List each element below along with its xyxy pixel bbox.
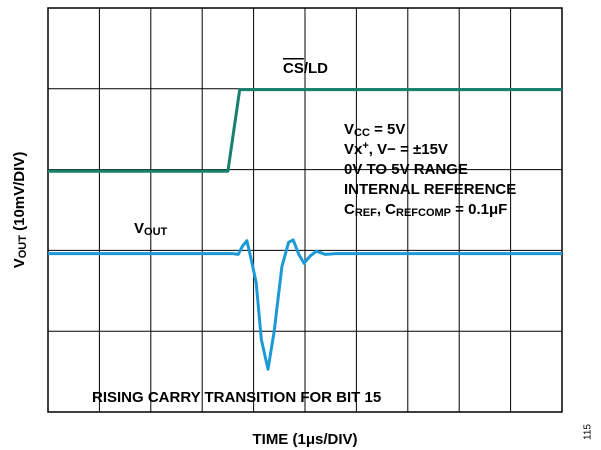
annotation: INTERNAL REFERENCE bbox=[344, 181, 516, 198]
series-label: CS/LD bbox=[283, 60, 328, 77]
figure-number: 115 bbox=[583, 424, 594, 440]
annotation: RISING CARRY TRANSITION FOR BIT 15 bbox=[92, 389, 381, 406]
y-axis-label: VOUT​ (10mV/DIV) bbox=[11, 152, 29, 269]
text-part: , C bbox=[377, 201, 396, 218]
text-part: /LD bbox=[304, 60, 328, 77]
annotation: 0V TO 5V RANGE bbox=[344, 161, 468, 178]
text-part: V bbox=[134, 220, 144, 237]
text-part: RISING CARRY TRANSITION FOR BIT 15 bbox=[92, 389, 381, 406]
x-axis-label: TIME (1μs/DIV) bbox=[252, 431, 357, 448]
text-part: = 0.1μF bbox=[451, 201, 507, 218]
text-part: INTERNAL REFERENCE bbox=[344, 181, 516, 198]
text-part: Vx bbox=[344, 141, 363, 158]
text-part: REF bbox=[355, 207, 377, 219]
trace bbox=[48, 238, 562, 371]
annotation: Vx+​, V− = ±15V bbox=[344, 140, 448, 158]
text-part: OUT bbox=[17, 235, 29, 259]
text-part: 0V TO 5V RANGE bbox=[344, 161, 468, 178]
text-part: V bbox=[11, 258, 28, 268]
text-part: V bbox=[344, 121, 354, 138]
text-part: CS bbox=[283, 60, 304, 77]
text-part: = 5V bbox=[370, 121, 405, 138]
annotation: VCC​ = 5V bbox=[344, 121, 405, 139]
trace bbox=[48, 88, 562, 173]
text-part: TIME (1μs/DIV) bbox=[252, 431, 357, 448]
text-part: + bbox=[362, 140, 368, 152]
annotation: CREF​, CREFCOMP​ = 0.1μF bbox=[344, 201, 507, 219]
text-part: OUT bbox=[144, 226, 168, 238]
text-part: CC bbox=[354, 127, 370, 139]
plot-border bbox=[47, 7, 563, 413]
text-part: , V− = ±15V bbox=[369, 141, 448, 158]
text-part: REFCOMP bbox=[396, 207, 451, 219]
series-label: VOUT​ bbox=[134, 220, 168, 238]
text-part: (10mV/DIV) bbox=[11, 152, 28, 235]
text-part: C bbox=[344, 201, 355, 218]
